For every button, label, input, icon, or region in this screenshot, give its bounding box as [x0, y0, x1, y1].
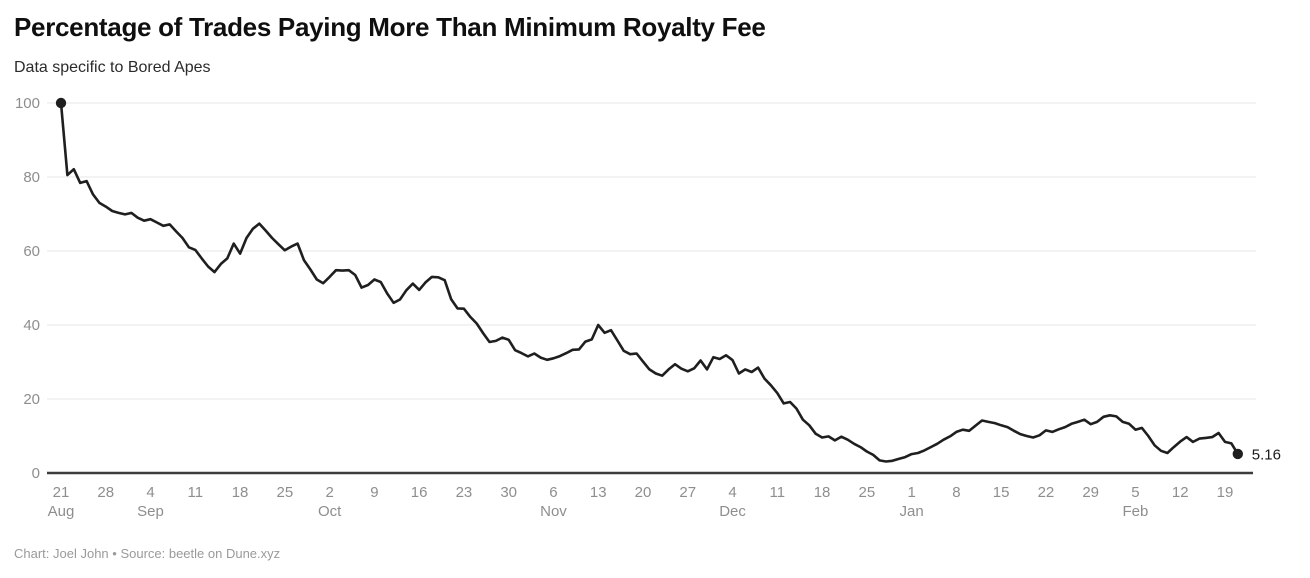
chart-credit: Chart: Joel John • Source: beetle on Dun…	[14, 546, 281, 561]
x-tick-label: 22	[1038, 484, 1055, 501]
x-month-label: Aug	[48, 503, 75, 520]
y-axis-label: 60	[23, 243, 40, 260]
x-tick-label: 21	[53, 484, 70, 501]
x-tick-label: 27	[679, 484, 696, 501]
x-tick-label: 11	[770, 484, 786, 501]
x-month-label: Oct	[318, 503, 342, 520]
y-axis-label: 0	[32, 465, 40, 482]
x-month-label: Sep	[137, 503, 164, 520]
series-line	[59, 101, 1240, 463]
x-month-label: Nov	[540, 503, 567, 520]
x-tick-label: 23	[456, 484, 473, 501]
x-month-label: Jan	[900, 503, 924, 520]
y-axis-label: 100	[15, 95, 40, 112]
x-month-label: Dec	[719, 503, 746, 520]
x-tick-label: 15	[993, 484, 1010, 501]
x-tick-label: 4	[728, 484, 736, 501]
page-title: Percentage of Trades Paying More Than Mi…	[14, 12, 766, 42]
x-tick-label: 18	[232, 484, 249, 501]
x-tick-label: 30	[500, 484, 517, 501]
x-tick-label: 16	[411, 484, 428, 501]
x-tick-label: 8	[952, 484, 960, 501]
x-tick-label: 29	[1082, 484, 1099, 501]
end-value-label: 5.16	[1252, 446, 1281, 463]
x-tick-label: 6	[549, 484, 557, 501]
x-tick-label: 18	[814, 484, 831, 501]
x-tick-label: 19	[1217, 484, 1234, 501]
start-dot	[55, 97, 67, 109]
end-dot	[1232, 448, 1243, 460]
y-axis-label: 80	[23, 169, 40, 186]
x-tick-label: 1	[907, 484, 915, 501]
x-tick-label: 2	[325, 484, 333, 501]
x-tick-label: 9	[370, 484, 378, 501]
x-tick-label: 13	[590, 484, 607, 501]
chart-subtitle: Data specific to Bored Apes	[14, 59, 211, 76]
x-tick-label: 11	[188, 484, 204, 501]
x-tick-label: 28	[97, 484, 114, 501]
x-tick-label: 4	[146, 484, 154, 501]
y-axis-label: 20	[23, 391, 40, 408]
x-tick-label: 25	[277, 484, 294, 501]
x-tick-label: 5	[1131, 484, 1139, 501]
y-axis-label: 40	[23, 317, 40, 334]
x-tick-label: 12	[1172, 484, 1189, 501]
x-tick-label: 25	[859, 484, 876, 501]
x-tick-label: 20	[635, 484, 652, 501]
x-month-label: Feb	[1123, 503, 1149, 520]
